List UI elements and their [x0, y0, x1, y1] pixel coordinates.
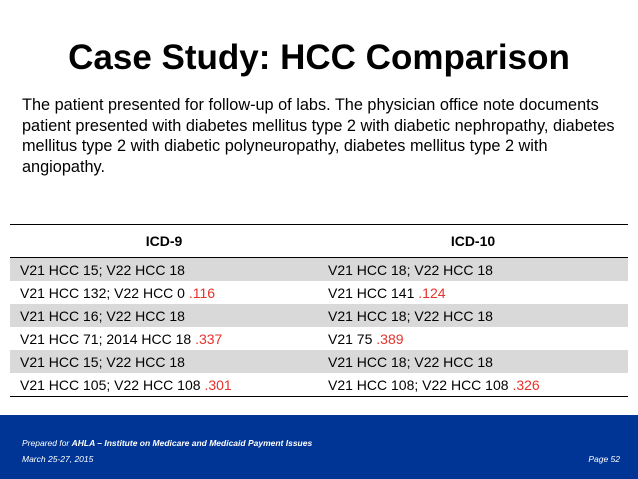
- icd10-score: .326: [512, 376, 540, 393]
- header-icd9: ICD-9: [10, 224, 318, 258]
- table-header-row: ICD-9 ICD-10: [10, 224, 628, 258]
- case-description: The patient presented for follow-up of l…: [22, 96, 615, 176]
- footer-page-number: Page 52: [588, 454, 620, 464]
- table-row: V21 HCC 16; V22 HCC 18 V21 HCC 18; V22 H…: [10, 304, 628, 327]
- slide-title: Case Study: HCC Comparison: [68, 38, 570, 77]
- icd10-cell: V21 HCC 18; V22 HCC 18: [318, 257, 628, 281]
- icd10-cell: V21 HCC 141 .124: [328, 284, 446, 301]
- footer-prepared-for: Prepared for AHLA – Institute on Medicar…: [22, 438, 313, 448]
- icd10-cell: V21 HCC 18; V22 HCC 18: [318, 350, 628, 373]
- table-row: V21 HCC 132; V22 HCC 0 .116 V21 HCC 141 …: [10, 281, 628, 304]
- hcc-comparison-table: ICD-9 ICD-10 V21 HCC 15; V22 HCC 18 V21 …: [10, 224, 628, 397]
- icd9-score: .301: [204, 376, 232, 393]
- table-row: V21 HCC 15; V22 HCC 18 V21 HCC 18; V22 H…: [10, 257, 628, 281]
- header-icd10: ICD-10: [318, 224, 628, 258]
- footer-date: March 25-27, 2015: [22, 454, 94, 464]
- icd9-score: .337: [195, 330, 223, 347]
- icd9-cell: V21 HCC 71; 2014 HCC 18 .337: [20, 330, 223, 347]
- icd10-cell: V21 HCC 108; V22 HCC 108 .326: [318, 373, 628, 397]
- footer-org: AHLA – Institute on Medicare and Medicai…: [71, 438, 313, 448]
- icd9-cell: V21 HCC 15; V22 HCC 18: [10, 350, 318, 373]
- table-row: V21 HCC 105; V22 HCC 108 .301 V21 HCC 10…: [10, 373, 628, 397]
- icd9-cell: V21 HCC 16; V22 HCC 18: [10, 304, 318, 327]
- icd10-score: .389: [376, 330, 404, 347]
- icd10-cell: V21 75 .389: [328, 330, 404, 347]
- icd10-score: .124: [418, 284, 446, 301]
- table-row: V21 HCC 15; V22 HCC 18 V21 HCC 18; V22 H…: [10, 350, 628, 373]
- icd9-cell: V21 HCC 105; V22 HCC 108 .301: [10, 373, 318, 397]
- footer-bar: [0, 415, 638, 479]
- icd10-cell: V21 HCC 18; V22 HCC 18: [318, 304, 628, 327]
- icd9-score: .116: [188, 284, 216, 301]
- icd9-cell: V21 HCC 132; V22 HCC 0 .116: [20, 284, 216, 301]
- icd9-cell: V21 HCC 15; V22 HCC 18: [10, 257, 318, 281]
- table-row: V21 HCC 71; 2014 HCC 18 .337 V21 75 .389: [10, 327, 628, 350]
